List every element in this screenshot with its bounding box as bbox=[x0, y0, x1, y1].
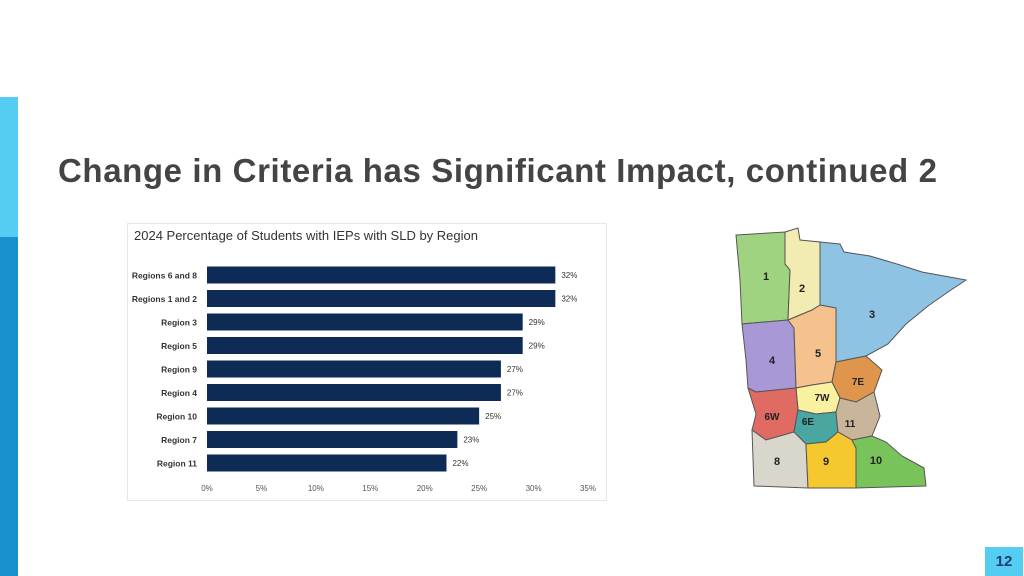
map-label-7w: 7W bbox=[815, 393, 831, 404]
bar bbox=[207, 431, 458, 448]
minnesota-region-map: 1 2 3 4 5 7E 7W 6W 6E 11 8 9 10 bbox=[722, 220, 972, 495]
data-label: 32% bbox=[561, 295, 577, 304]
map-label-11: 11 bbox=[845, 419, 856, 430]
map-label-8: 8 bbox=[774, 456, 780, 468]
bar bbox=[207, 337, 523, 354]
x-tick-label: 20% bbox=[417, 484, 433, 493]
data-label: 27% bbox=[507, 389, 523, 398]
x-tick-label: 35% bbox=[580, 484, 596, 493]
chart-plot: Regions 6 and 8 32% Regions 1 and 2 32% Regi… bbox=[132, 266, 596, 493]
map-label-1: 1 bbox=[763, 271, 769, 283]
x-tick-label: 0% bbox=[201, 484, 213, 493]
x-tick-label: 15% bbox=[362, 484, 378, 493]
accent-bar-bottom bbox=[0, 237, 18, 576]
category-label: Region 9 bbox=[161, 365, 197, 375]
map-label-4: 4 bbox=[769, 355, 776, 367]
bar bbox=[207, 266, 556, 284]
map-label-7e: 7E bbox=[852, 377, 865, 388]
category-label: Region 11 bbox=[157, 459, 197, 469]
map-label-5: 5 bbox=[815, 348, 821, 360]
x-tick-label: 5% bbox=[256, 484, 268, 493]
data-label: 22% bbox=[452, 459, 468, 468]
map-label-9: 9 bbox=[823, 456, 829, 468]
map-label-2: 2 bbox=[799, 283, 805, 295]
map-label-10: 10 bbox=[870, 455, 882, 467]
x-tick-label: 30% bbox=[526, 484, 542, 493]
data-label: 32% bbox=[561, 271, 577, 280]
bar bbox=[207, 290, 556, 307]
category-label: Regions 1 and 2 bbox=[132, 294, 197, 304]
map-label-3: 3 bbox=[869, 309, 875, 321]
page-number: 12 bbox=[985, 547, 1023, 576]
category-label: Region 7 bbox=[161, 435, 197, 445]
data-label: 29% bbox=[529, 318, 545, 327]
bar bbox=[207, 454, 447, 472]
map-region-5 bbox=[787, 304, 837, 389]
map-region-2 bbox=[784, 227, 821, 321]
bar bbox=[207, 360, 501, 378]
category-label: Regions 6 and 8 bbox=[132, 271, 197, 281]
accent-bar-top bbox=[0, 97, 18, 237]
data-label: 29% bbox=[529, 342, 545, 351]
map-region-3 bbox=[819, 241, 968, 363]
x-tick-label: 25% bbox=[471, 484, 487, 493]
bar bbox=[207, 407, 480, 425]
data-label: 27% bbox=[507, 365, 523, 374]
category-label: Region 3 bbox=[161, 318, 197, 328]
category-label: Region 10 bbox=[156, 412, 197, 422]
category-label: Region 5 bbox=[161, 341, 197, 351]
x-tick-label: 10% bbox=[308, 484, 324, 493]
data-label: 25% bbox=[485, 412, 501, 421]
data-label: 23% bbox=[463, 436, 479, 445]
bar-chart: 2024 Percentage of Students with IEPs wi… bbox=[127, 223, 607, 501]
slide-title: Change in Criteria has Significant Impac… bbox=[58, 152, 938, 189]
map-label-6w: 6W bbox=[765, 412, 781, 423]
map-label-6e: 6E bbox=[802, 417, 815, 428]
chart-title: 2024 Percentage of Students with IEPs wi… bbox=[134, 228, 478, 243]
bar bbox=[207, 384, 501, 401]
bar bbox=[207, 313, 523, 331]
category-label: Region 4 bbox=[161, 388, 197, 398]
map-region-10 bbox=[851, 435, 927, 489]
